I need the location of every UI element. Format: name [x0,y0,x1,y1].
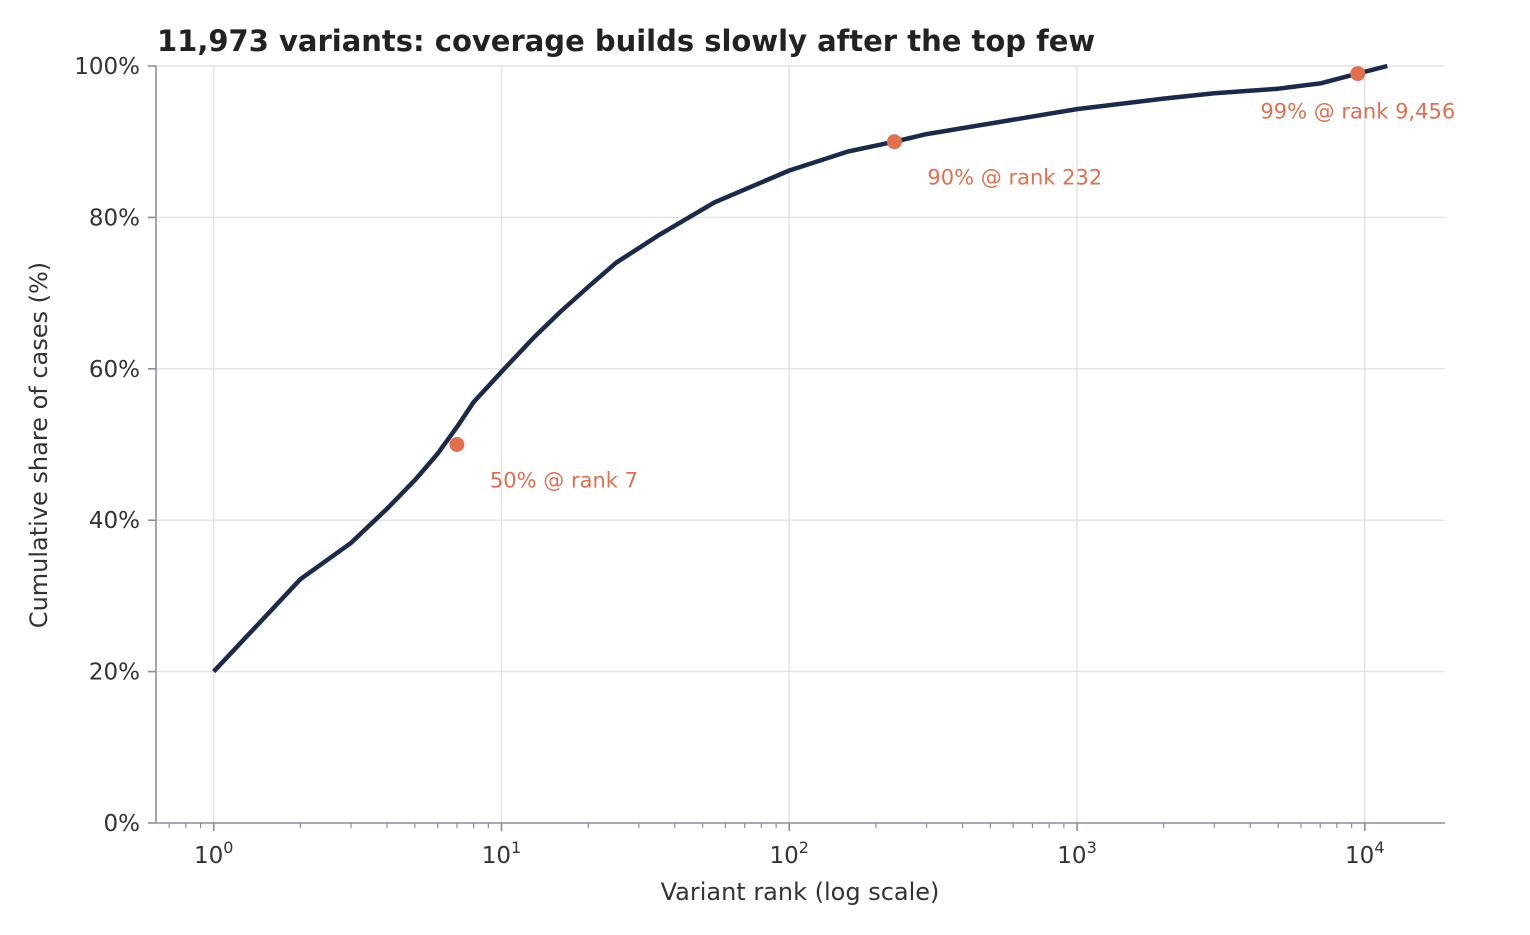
x-tick-label: 101 [482,838,521,869]
milestone-marker [1350,66,1366,82]
x-tick-label: 102 [770,838,809,869]
y-tick-label: 0% [104,811,141,837]
x-tick-label: 103 [1057,838,1096,869]
x-tick-base: 10 [770,843,799,869]
x-tick-label: 100 [194,838,233,869]
y-tick-label: 20% [89,660,140,686]
x-tick-exponent: 0 [223,838,233,857]
x-tick-base: 10 [482,843,511,869]
y-tick-label: 100% [74,54,140,80]
milestone-marker [449,437,465,452]
milestone-label: 99% @ rank 9,456 [1260,100,1455,124]
x-tick-label: 104 [1345,838,1384,869]
y-axis-ticks: 0% 20% 40% 60% 80% 100% [74,54,156,837]
x-tick-exponent: 4 [1374,838,1384,857]
milestone-label: 90% @ rank 232 [927,166,1102,190]
x-tick-exponent: 1 [511,838,521,857]
x-axis-label: Variant rank (log scale) [661,878,940,906]
milestone-marker [886,134,902,150]
x-tick-exponent: 2 [799,838,809,857]
annotation-layer: 50% @ rank 7 90% @ rank 232 99% @ rank 9,4… [449,66,1455,493]
x-tick-base: 10 [1345,843,1374,869]
y-tick-label: 80% [89,205,140,231]
series-layer [212,63,1388,674]
cumulative-share-line [212,63,1388,674]
y-axis-label: Cumulative share of cases (%) [25,262,53,628]
chart-title: 11,973 variants: coverage builds slowly … [157,24,1095,58]
y-tick-label: 40% [89,508,140,534]
milestone-label: 50% @ rank 7 [490,469,638,493]
x-axis-ticks: 100 101 102 103 104 [168,823,1385,869]
x-tick-exponent: 3 [1087,838,1097,857]
axes [155,66,1445,824]
x-tick-base: 10 [194,843,223,869]
x-tick-base: 10 [1057,843,1086,869]
grid [156,65,1445,823]
y-tick-label: 60% [89,357,140,383]
